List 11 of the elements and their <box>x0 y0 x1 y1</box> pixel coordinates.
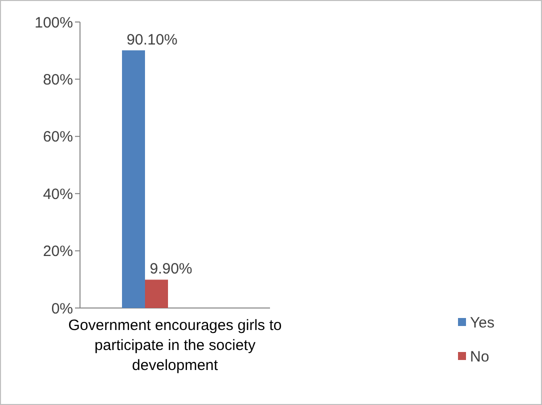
y-tick-label: 60% <box>42 128 73 146</box>
y-tick-label: 100% <box>34 14 73 32</box>
y-tick-label: 40% <box>42 186 73 203</box>
legend-label: Yes <box>470 314 494 332</box>
data-label: 90.10% <box>126 31 178 48</box>
x-tick-label: Government encourages girls to participate in the society development <box>68 317 282 374</box>
y-tick-label: 0% <box>51 300 73 318</box>
data-label: 9.90% <box>150 260 192 278</box>
y-tick-label: 80% <box>42 71 73 88</box>
legend-label: No <box>470 348 490 366</box>
y-tick-label: 20% <box>42 243 73 260</box>
